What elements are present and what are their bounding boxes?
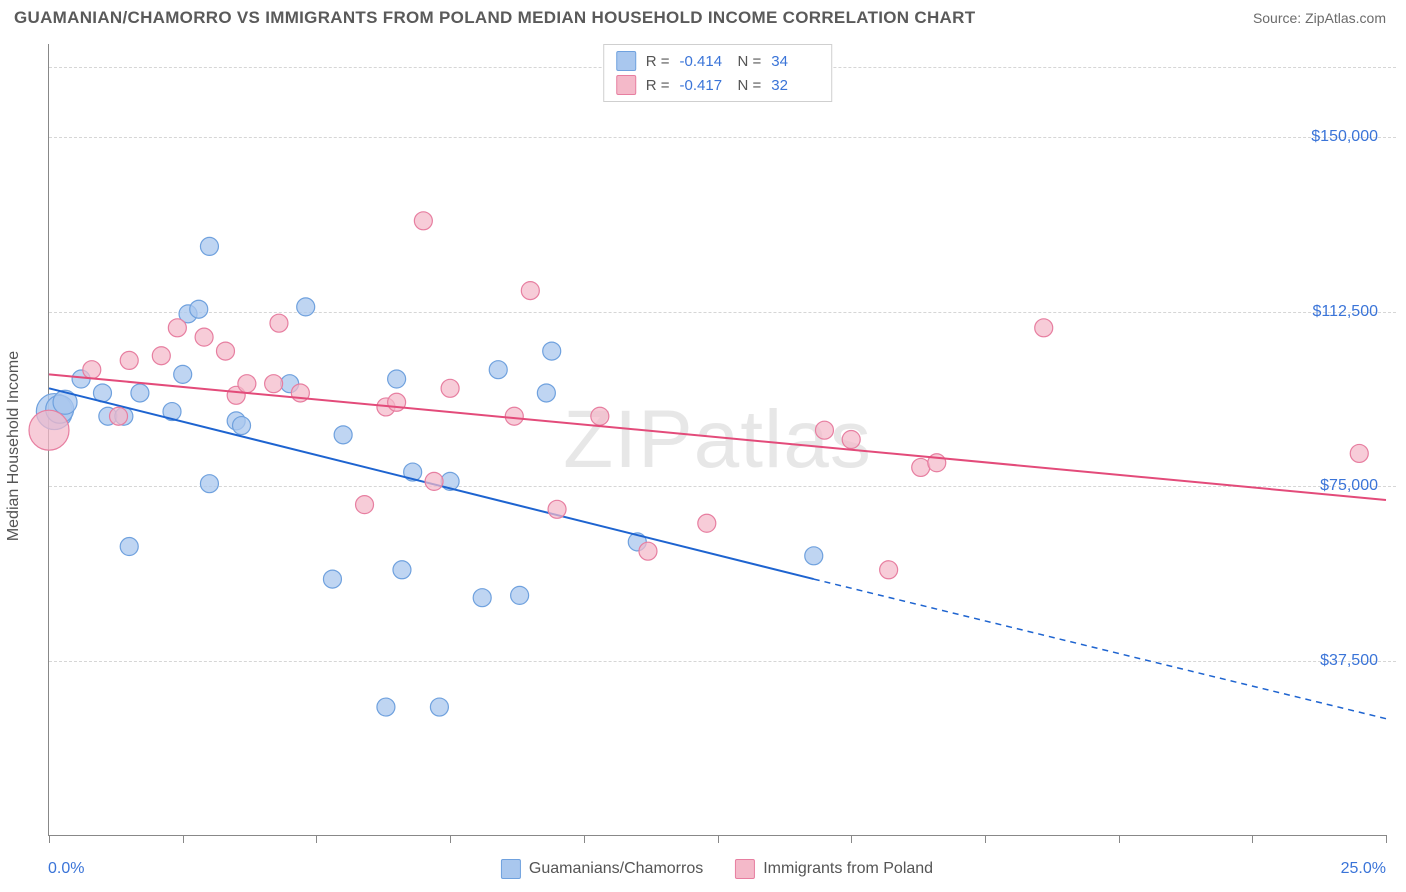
x-tick xyxy=(851,835,852,843)
data-point xyxy=(388,370,406,388)
n-value-1: 34 xyxy=(771,53,819,70)
x-axis-max-label: 25.0% xyxy=(1341,860,1386,878)
x-tick xyxy=(450,835,451,843)
data-point xyxy=(414,212,432,230)
data-point xyxy=(200,475,218,493)
data-point xyxy=(543,342,561,360)
legend-swatch-blue xyxy=(616,51,636,71)
x-tick xyxy=(1119,835,1120,843)
data-point xyxy=(639,542,657,560)
legend-swatch-blue xyxy=(501,859,521,879)
data-point xyxy=(511,586,529,604)
y-axis-label: Median Household Income xyxy=(5,351,23,541)
x-tick xyxy=(985,835,986,843)
r-value-2: -0.417 xyxy=(680,77,728,94)
legend-row-series-2: R = -0.417 N = 32 xyxy=(616,73,820,97)
data-point xyxy=(270,314,288,332)
series-legend: Guamanians/Chamorros Immigrants from Pol… xyxy=(501,859,933,879)
source-attribution: Source: ZipAtlas.com xyxy=(1253,10,1386,26)
x-tick xyxy=(1386,835,1387,843)
data-point xyxy=(698,514,716,532)
data-point xyxy=(377,698,395,716)
data-point xyxy=(29,410,69,450)
legend-label: Guamanians/Chamorros xyxy=(529,860,703,878)
x-axis-footer: 0.0% Guamanians/Chamorros Immigrants fro… xyxy=(48,860,1386,878)
legend-swatch-pink xyxy=(616,75,636,95)
data-point xyxy=(425,472,443,490)
data-point xyxy=(441,379,459,397)
data-point xyxy=(174,365,192,383)
data-point xyxy=(842,431,860,449)
n-label: N = xyxy=(738,53,762,70)
data-point xyxy=(233,417,251,435)
x-tick xyxy=(49,835,50,843)
r-value-1: -0.414 xyxy=(680,53,728,70)
data-point xyxy=(912,458,930,476)
data-point xyxy=(1035,319,1053,337)
x-tick xyxy=(718,835,719,843)
x-axis-min-label: 0.0% xyxy=(48,860,84,878)
n-value-2: 32 xyxy=(771,77,819,94)
r-label: R = xyxy=(646,77,670,94)
data-point xyxy=(152,347,170,365)
data-point xyxy=(238,375,256,393)
data-point xyxy=(591,407,609,425)
data-point xyxy=(805,547,823,565)
data-point xyxy=(200,237,218,255)
data-point xyxy=(489,361,507,379)
x-tick xyxy=(316,835,317,843)
data-point xyxy=(120,538,138,556)
data-point xyxy=(323,570,341,588)
data-point xyxy=(537,384,555,402)
x-tick xyxy=(1252,835,1253,843)
r-label: R = xyxy=(646,53,670,70)
data-point xyxy=(168,319,186,337)
scatter-plot-svg xyxy=(49,44,1386,835)
x-tick xyxy=(183,835,184,843)
legend-item-guamanians: Guamanians/Chamorros xyxy=(501,859,703,879)
data-point xyxy=(265,375,283,393)
correlation-legend: R = -0.414 N = 34 R = -0.417 N = 32 xyxy=(603,44,833,102)
data-point xyxy=(216,342,234,360)
x-tick xyxy=(584,835,585,843)
data-point xyxy=(473,589,491,607)
data-point xyxy=(356,496,374,514)
legend-swatch-pink xyxy=(735,859,755,879)
data-point xyxy=(120,351,138,369)
data-point xyxy=(521,282,539,300)
data-point xyxy=(815,421,833,439)
data-point xyxy=(393,561,411,579)
n-label: N = xyxy=(738,77,762,94)
legend-item-poland: Immigrants from Poland xyxy=(735,859,933,879)
data-point xyxy=(83,361,101,379)
data-point xyxy=(880,561,898,579)
data-point xyxy=(195,328,213,346)
data-point xyxy=(1350,444,1368,462)
plot-area: ZIPatlas R = -0.414 N = 34 R = -0.417 N … xyxy=(48,44,1386,836)
trend-line xyxy=(49,374,1386,500)
data-point xyxy=(297,298,315,316)
data-point xyxy=(334,426,352,444)
legend-row-series-1: R = -0.414 N = 34 xyxy=(616,49,820,73)
data-point xyxy=(548,500,566,518)
legend-label: Immigrants from Poland xyxy=(763,860,933,878)
data-point xyxy=(110,407,128,425)
data-point xyxy=(131,384,149,402)
data-point xyxy=(430,698,448,716)
trend-line-extrapolated xyxy=(814,579,1386,719)
data-point xyxy=(505,407,523,425)
chart-title: GUAMANIAN/CHAMORRO VS IMMIGRANTS FROM PO… xyxy=(14,8,975,28)
data-point xyxy=(190,300,208,318)
